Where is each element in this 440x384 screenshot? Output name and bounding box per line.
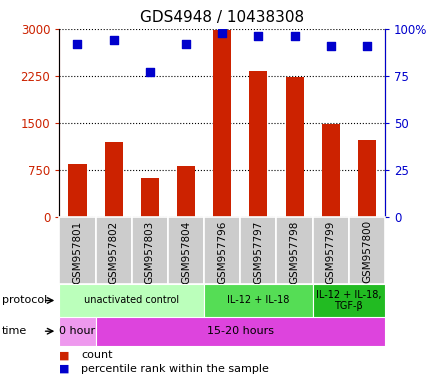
Bar	[349, 217, 385, 284]
Point	[363, 43, 370, 49]
Bar	[240, 217, 276, 284]
Point	[183, 41, 190, 47]
Point	[219, 30, 226, 36]
Text: IL-12 + IL-18: IL-12 + IL-18	[227, 295, 290, 306]
Bar	[204, 217, 240, 284]
Text: GSM957799: GSM957799	[326, 220, 336, 284]
Bar	[59, 284, 204, 317]
Text: ■: ■	[59, 364, 70, 374]
Point	[147, 69, 154, 75]
Point	[255, 33, 262, 40]
Bar	[213, 30, 231, 217]
Bar	[141, 178, 159, 217]
Bar	[95, 217, 132, 284]
Bar	[177, 166, 195, 217]
Text: protocol: protocol	[2, 295, 48, 306]
Text: GSM957800: GSM957800	[362, 220, 372, 283]
Text: IL-12 + IL-18,
TGF-β: IL-12 + IL-18, TGF-β	[316, 290, 381, 311]
Text: GSM957803: GSM957803	[145, 220, 155, 283]
Text: GSM957797: GSM957797	[253, 220, 264, 284]
Text: ■: ■	[59, 350, 70, 360]
Text: count: count	[81, 350, 113, 360]
Text: GSM957804: GSM957804	[181, 220, 191, 283]
Point	[327, 43, 334, 49]
Bar	[204, 284, 313, 317]
Bar	[358, 141, 376, 217]
Text: 0 hour: 0 hour	[59, 326, 95, 336]
Text: GSM957801: GSM957801	[73, 220, 82, 283]
Text: unactivated control: unactivated control	[84, 295, 180, 306]
Bar	[59, 317, 95, 346]
Bar	[249, 71, 268, 217]
Title: GDS4948 / 10438308: GDS4948 / 10438308	[140, 10, 304, 25]
Bar	[322, 124, 340, 217]
Text: GSM957796: GSM957796	[217, 220, 227, 284]
Bar	[286, 77, 304, 217]
Point	[74, 41, 81, 47]
Text: time: time	[2, 326, 27, 336]
Text: GSM957802: GSM957802	[109, 220, 119, 283]
Bar	[313, 284, 385, 317]
Point	[110, 37, 117, 43]
Bar	[69, 164, 87, 217]
Bar	[276, 217, 313, 284]
Bar	[313, 217, 349, 284]
Text: 15-20 hours: 15-20 hours	[207, 326, 274, 336]
Bar	[105, 142, 123, 217]
Point	[291, 33, 298, 40]
Bar	[95, 317, 385, 346]
Bar	[132, 217, 168, 284]
Text: GSM957798: GSM957798	[290, 220, 300, 284]
Bar	[59, 217, 95, 284]
Bar	[168, 217, 204, 284]
Text: percentile rank within the sample: percentile rank within the sample	[81, 364, 269, 374]
